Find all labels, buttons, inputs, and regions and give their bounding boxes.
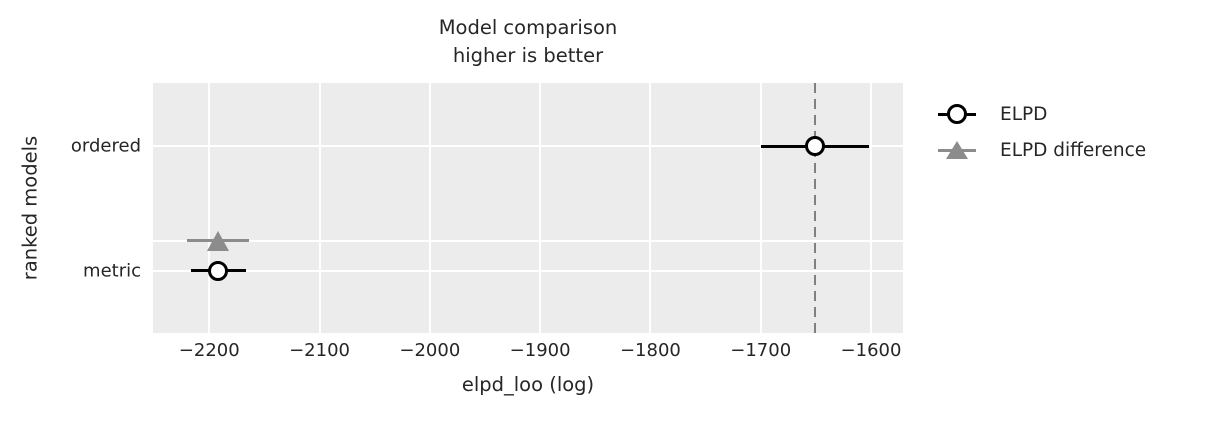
legend: ELPD ELPD difference xyxy=(938,96,1146,168)
y-axis-tick-labels: ordered metric xyxy=(0,83,141,333)
gridline-horizontal xyxy=(153,239,903,242)
gridline-vertical xyxy=(870,83,872,333)
elpd-point-marker xyxy=(208,260,229,281)
gridline-horizontal xyxy=(153,269,903,272)
legend-triangle-glyph xyxy=(946,141,968,159)
legend-item: ELPD difference xyxy=(938,132,1146,168)
xtick-label: −1800 xyxy=(619,340,681,361)
gridline-vertical xyxy=(539,83,542,333)
gridline-vertical xyxy=(428,83,431,333)
legend-item-label: ELPD xyxy=(1000,103,1048,125)
plot-area xyxy=(153,83,903,333)
x-axis-label: elpd_loo (log) xyxy=(461,373,595,396)
chart-title-block: Model comparison higher is better xyxy=(153,14,903,70)
triangle-filled-icon xyxy=(938,140,976,160)
gridline-horizontal xyxy=(153,145,903,147)
legend-item: ELPD xyxy=(938,96,1146,132)
xtick-label: −2100 xyxy=(289,340,350,361)
chart-subtitle: higher is better xyxy=(452,44,604,67)
elpd-diff-triangle-marker xyxy=(207,230,230,251)
xtick-label: −1900 xyxy=(509,340,571,361)
x-axis-tick-labels: −2200 −2100 −2000 −1900 −1800 −1700 −1600 xyxy=(153,340,903,362)
gridline-vertical xyxy=(649,83,652,333)
xtick-label: −2200 xyxy=(178,340,240,361)
triangle-shape xyxy=(207,230,230,251)
gridline-vertical xyxy=(318,83,321,333)
elpd-point-marker xyxy=(804,136,825,156)
best-elpd-dashed-line xyxy=(813,83,816,333)
xtick-label: −2000 xyxy=(399,340,461,361)
gridline-vertical xyxy=(208,83,211,333)
xtick-label: −1600 xyxy=(840,340,902,361)
legend-circle-glyph xyxy=(947,104,967,124)
gridline-vertical xyxy=(759,83,762,333)
chart-title: Model comparison xyxy=(438,16,618,39)
circle-open-icon xyxy=(938,104,976,124)
ytick-label: ordered xyxy=(70,135,141,157)
ytick-label: metric xyxy=(83,260,141,281)
legend-item-label: ELPD difference xyxy=(1000,139,1147,161)
xtick-label: −1700 xyxy=(730,340,792,361)
